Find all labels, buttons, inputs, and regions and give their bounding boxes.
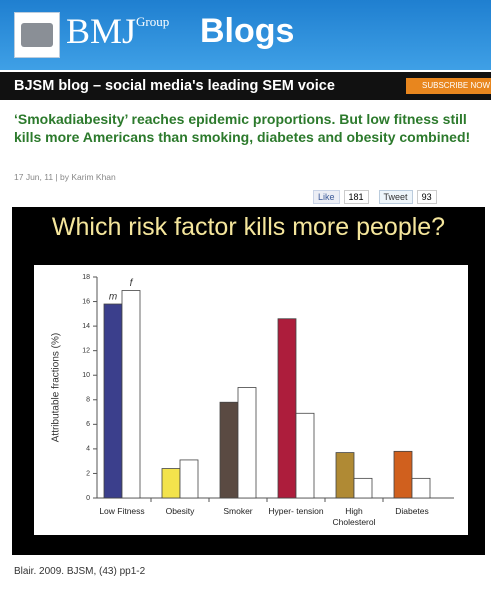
x-tick-label: High Cholesterol [332,506,376,527]
y-tick-label: 2 [86,470,90,477]
series-label: m [109,292,117,303]
bar [179,459,199,499]
subscribe-button[interactable]: SUBSCRIBE NOW [406,78,491,94]
chart: 0 2 4 6 8 10 12 14 16 18 Attributable fractions (%… [51,274,454,502]
x-tick-label: Smoker [223,506,253,516]
header: BMJGroup Blogs [0,0,491,70]
y-tick-label: 6 [86,421,90,428]
y-tick-label: 0 [86,495,90,502]
y-tick-label: 18 [82,274,90,281]
tweet-button[interactable]: Tweet [378,190,413,204]
tweet-count: 93 [416,190,437,204]
x-tick-label: Hyper- tension [268,506,324,516]
y-tick-label: 16 [82,298,90,305]
y-tick-label: 12 [82,348,90,355]
x-tick-label: Obesity [165,506,195,516]
y-tick-label: 4 [86,446,90,453]
bar [237,387,257,499]
like-button[interactable]: Like [313,190,340,204]
share-bar: Like 181 Tweet 93 [313,190,437,204]
y-axis-label: Attributable fractions (%) [51,333,62,443]
figure-heading: Which risk factor kills more people? [51,213,446,241]
chart-panel: 0 2 4 6 8 10 12 14 16 18 Attributable fractions (%… [34,265,468,535]
nav-bar: BJSM blog – social media's leading SEM v… [0,72,491,100]
bar [219,401,239,499]
bar [295,412,315,499]
article-meta: 17 Jun, 11 | by Karim Khan [14,172,116,182]
bar [353,477,373,499]
caption: Blair. 2009. BJSM, (43) pp1-2 [14,566,146,577]
bar [335,452,355,499]
bar [121,290,141,499]
bar [411,477,431,499]
blog-title: BJSM blog – social media's leading SEM v… [14,78,335,94]
y-tick-label: 14 [82,323,90,330]
logo-sup: Group [136,14,170,29]
x-tick-label: Diabetes [395,506,429,516]
logo-text: BMJ [66,11,137,51]
y-tick-label: 10 [82,372,90,379]
y-tick-label: 8 [86,397,90,404]
figure: Which risk factor kills more people? 0 2 4… [12,207,485,555]
section-title: Blogs [200,12,295,50]
bar [103,303,123,499]
bar [393,450,413,499]
series-label: f [130,278,134,289]
x-tick-label: Low Fitness [99,506,145,516]
bar [161,468,181,499]
logo[interactable]: BMJGroup [66,10,169,52]
article-title[interactable]: ‘Smokadiabesity’ reaches epidemic propor… [14,111,471,145]
logo-icon [14,12,60,58]
like-count: 181 [343,190,369,204]
bar [277,318,297,499]
